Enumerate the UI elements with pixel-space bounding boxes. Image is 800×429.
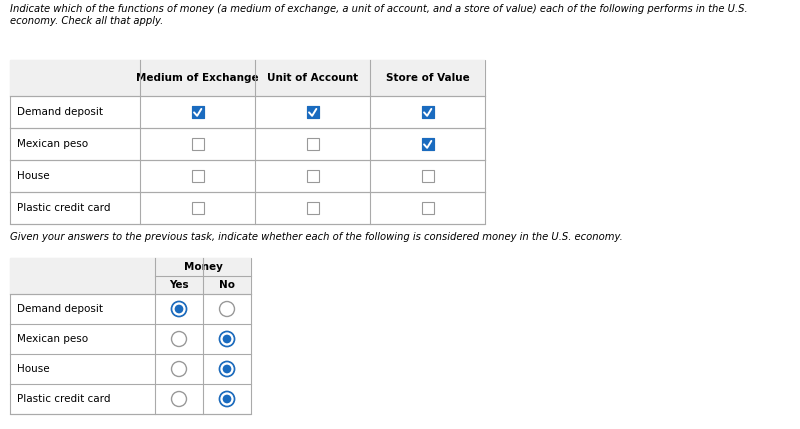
FancyBboxPatch shape <box>306 170 318 182</box>
Text: Mexican peso: Mexican peso <box>17 139 88 149</box>
Bar <box>10 258 251 414</box>
Circle shape <box>219 332 234 347</box>
FancyBboxPatch shape <box>191 106 203 118</box>
Circle shape <box>222 365 231 373</box>
Circle shape <box>219 332 234 347</box>
Circle shape <box>222 335 231 343</box>
Bar <box>10 258 251 294</box>
FancyBboxPatch shape <box>422 138 434 150</box>
FancyBboxPatch shape <box>422 106 434 118</box>
Text: Store of Value: Store of Value <box>386 73 470 83</box>
Text: Given your answers to the previous task, indicate whether each of the following : Given your answers to the previous task,… <box>10 232 622 242</box>
Circle shape <box>171 332 186 347</box>
Text: Mexican peso: Mexican peso <box>17 334 88 344</box>
Bar <box>10 60 485 224</box>
FancyBboxPatch shape <box>306 202 318 214</box>
Circle shape <box>174 305 183 313</box>
Circle shape <box>171 302 186 317</box>
Text: Plastic credit card: Plastic credit card <box>17 394 110 404</box>
Circle shape <box>219 302 234 317</box>
Text: Demand deposit: Demand deposit <box>17 107 103 117</box>
Circle shape <box>219 362 234 377</box>
FancyBboxPatch shape <box>422 170 434 182</box>
FancyBboxPatch shape <box>306 106 318 118</box>
Text: Money: Money <box>183 262 222 272</box>
Text: House: House <box>17 171 50 181</box>
FancyBboxPatch shape <box>422 202 434 214</box>
FancyBboxPatch shape <box>422 106 434 118</box>
FancyBboxPatch shape <box>191 202 203 214</box>
Circle shape <box>219 362 234 377</box>
Text: Unit of Account: Unit of Account <box>267 73 358 83</box>
Circle shape <box>171 302 186 317</box>
FancyBboxPatch shape <box>306 138 318 150</box>
Circle shape <box>222 395 231 403</box>
Text: No: No <box>219 280 235 290</box>
Bar <box>10 60 485 96</box>
Circle shape <box>219 392 234 407</box>
Text: Demand deposit: Demand deposit <box>17 304 103 314</box>
FancyBboxPatch shape <box>191 170 203 182</box>
Text: economy. Check all that apply.: economy. Check all that apply. <box>10 16 163 26</box>
Text: Yes: Yes <box>169 280 189 290</box>
Text: House: House <box>17 364 50 374</box>
Circle shape <box>171 392 186 407</box>
Circle shape <box>219 392 234 407</box>
Text: Medium of Exchange: Medium of Exchange <box>136 73 259 83</box>
FancyBboxPatch shape <box>422 138 434 150</box>
Text: Indicate which of the functions of money (a medium of exchange, a unit of accoun: Indicate which of the functions of money… <box>10 4 748 14</box>
Text: Plastic credit card: Plastic credit card <box>17 203 110 213</box>
Circle shape <box>171 362 186 377</box>
FancyBboxPatch shape <box>306 106 318 118</box>
FancyBboxPatch shape <box>191 106 203 118</box>
FancyBboxPatch shape <box>191 138 203 150</box>
